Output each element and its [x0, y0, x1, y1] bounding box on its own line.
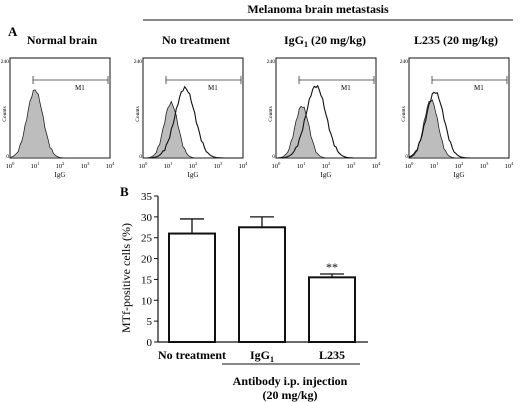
panel-a-label: A — [8, 24, 18, 39]
histogram-open-curve — [276, 84, 376, 159]
histogram-ylabel: Counts — [2, 106, 8, 122]
histogram-ylabel: Counts — [268, 106, 274, 122]
bar-chart-ytick-label: 5 — [147, 316, 153, 328]
histogram-ytick: 240 — [267, 59, 276, 65]
histogram-xtick: 100 — [272, 161, 282, 170]
histogram-xtick: 104 — [239, 161, 249, 170]
bar-category-label: IgG1 — [250, 348, 274, 364]
histogram-ytick: 0 — [139, 154, 142, 160]
histogram-xlabel: IgG — [188, 171, 199, 179]
histogram-xtick: 103 — [81, 161, 91, 170]
histogram-filled-curve — [408, 99, 509, 159]
gate-label: M1 — [208, 84, 218, 92]
histogram-open-curve — [143, 85, 243, 159]
bar-category-label: L235 — [319, 348, 345, 362]
bar — [168, 232, 216, 344]
histogram-xtick: 100 — [139, 161, 149, 170]
bar-chart-ytick-label: 15 — [141, 274, 153, 286]
bar — [238, 226, 286, 344]
group-header: Melanoma brain metastasis — [247, 2, 389, 16]
bar-chart-ytick-label: 20 — [141, 254, 153, 266]
bar-chart: 0 5 10 15 20 25 30 35 No treatment IgG1 ** L235 — [141, 191, 368, 365]
histogram-xtick: 101 — [430, 161, 439, 170]
histogram-panel: M1 240 0 Counts 100 101 102 103 104 IgG — [267, 57, 382, 179]
histogram-xtick: 104 — [372, 161, 382, 170]
histogram-ytick: 0 — [6, 154, 9, 160]
bar — [308, 276, 356, 344]
histogram-filled-curve — [9, 89, 110, 159]
gate-label: M1 — [341, 84, 351, 92]
histogram-ytick: 0 — [272, 154, 275, 160]
histogram-panel: M1 240 0 Counts 100 101 102 103 104 IgG — [1, 57, 116, 179]
histogram-ylabel: Counts — [135, 106, 141, 122]
bar-chart-ytick-label: 35 — [141, 191, 153, 203]
histogram-ylabel: Counts — [401, 106, 407, 122]
histogram-title-normal-brain: Normal brain — [27, 33, 98, 47]
histogram-xtick: 102 — [455, 161, 464, 170]
bar-chart-ytick-label: 30 — [141, 212, 153, 224]
histogram-xtick: 103 — [214, 161, 224, 170]
bar-chart-xlabel-line2: (20 mg/kg) — [263, 388, 318, 402]
bar-chart-ytick-label: 10 — [141, 295, 153, 307]
histogram-xlabel: IgG — [454, 171, 465, 179]
histogram-xtick: 102 — [322, 161, 331, 170]
histogram-xtick: 102 — [189, 161, 198, 170]
histogram-xlabel: IgG — [55, 171, 66, 179]
bar-chart-ylabel: MTf-positive cells (%) — [119, 223, 133, 333]
histogram-xtick: 103 — [347, 161, 357, 170]
histogram-xtick: 104 — [505, 161, 515, 170]
histogram-title-l235: L235 (20 mg/kg) — [414, 33, 498, 47]
bar-chart-ytick-label: 25 — [141, 233, 153, 245]
histogram-xtick: 101 — [164, 161, 173, 170]
histogram-panel: M1 240 0 Counts 100 101 102 103 104 IgG — [400, 57, 515, 179]
histogram-title-igg1: IgG1 (20 mg/kg) — [284, 33, 366, 49]
histogram-xtick: 100 — [6, 161, 16, 170]
histogram-filled-curve — [143, 100, 243, 159]
histogram-xtick: 101 — [297, 161, 306, 170]
histogram-xtick: 104 — [106, 161, 116, 170]
histogram-xtick: 101 — [31, 161, 40, 170]
significance-marker: ** — [326, 260, 338, 274]
histogram-xtick: 100 — [405, 161, 415, 170]
histogram-panel: M1 240 0 Counts 100 101 102 103 104 IgG — [134, 57, 249, 179]
bar-chart-ytick-label: 0 — [147, 337, 153, 349]
gate-label: M1 — [474, 84, 484, 92]
histogram-ytick: 240 — [1, 59, 10, 65]
bar-category-label: No treatment — [158, 348, 226, 362]
gate-label: M1 — [75, 84, 85, 92]
histogram-xlabel: IgG — [321, 171, 332, 179]
histogram-open-curve — [408, 91, 509, 159]
panel-b-label: B — [120, 184, 129, 199]
bar-chart-xlabel-line1: Antibody i.p. injection — [233, 374, 348, 388]
histogram-ytick: 240 — [400, 59, 409, 65]
histogram-panels: M1 240 0 Counts 100 101 102 103 104 IgG M1 240 0 Coun… — [1, 57, 515, 179]
histogram-xtick: 103 — [480, 161, 490, 170]
histogram-ytick: 240 — [134, 59, 143, 65]
histogram-title-no-treatment: No treatment — [162, 33, 230, 47]
histogram-xtick: 102 — [56, 161, 65, 170]
histogram-ytick: 0 — [405, 154, 408, 160]
